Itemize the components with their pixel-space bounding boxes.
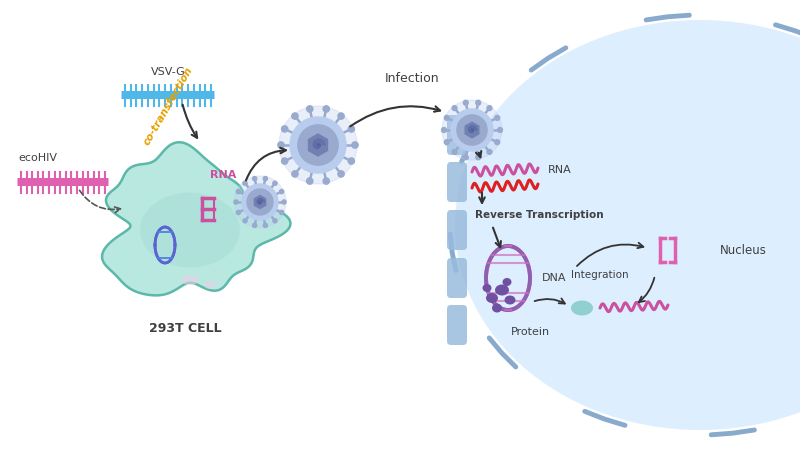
FancyBboxPatch shape (122, 91, 214, 99)
Circle shape (463, 100, 468, 105)
Circle shape (487, 106, 492, 111)
Circle shape (234, 200, 238, 204)
Text: VSV-G: VSV-G (150, 67, 186, 77)
FancyBboxPatch shape (18, 178, 109, 186)
Circle shape (242, 184, 278, 220)
Circle shape (338, 113, 344, 119)
Circle shape (263, 223, 267, 228)
Circle shape (247, 189, 273, 215)
Circle shape (236, 189, 241, 194)
Ellipse shape (455, 20, 800, 430)
Circle shape (452, 149, 457, 154)
Circle shape (306, 178, 313, 184)
Circle shape (263, 176, 267, 181)
Circle shape (243, 181, 247, 185)
Circle shape (348, 158, 354, 164)
Ellipse shape (502, 278, 511, 286)
Circle shape (451, 109, 493, 151)
FancyBboxPatch shape (447, 258, 467, 298)
Text: Protein: Protein (510, 327, 550, 337)
FancyBboxPatch shape (447, 305, 467, 345)
Circle shape (476, 155, 481, 160)
Ellipse shape (482, 284, 491, 292)
Circle shape (476, 100, 481, 105)
Text: 293T CELL: 293T CELL (149, 321, 222, 334)
Text: RNA: RNA (548, 165, 572, 175)
Circle shape (306, 106, 313, 112)
Circle shape (444, 140, 450, 144)
Circle shape (298, 125, 338, 165)
Circle shape (452, 106, 457, 111)
Ellipse shape (486, 293, 498, 303)
Polygon shape (307, 132, 329, 157)
Circle shape (442, 100, 502, 160)
Text: Reverse Transcription: Reverse Transcription (475, 210, 604, 220)
Ellipse shape (495, 284, 509, 296)
Circle shape (352, 142, 358, 148)
Circle shape (253, 223, 257, 228)
Circle shape (278, 142, 284, 148)
Circle shape (282, 158, 288, 164)
FancyBboxPatch shape (447, 162, 467, 202)
Ellipse shape (140, 193, 240, 267)
Circle shape (273, 219, 277, 223)
Circle shape (444, 115, 450, 120)
Text: DNA: DNA (542, 273, 566, 283)
Ellipse shape (571, 301, 593, 315)
FancyBboxPatch shape (447, 115, 467, 155)
Text: co-transfection: co-transfection (142, 65, 195, 147)
Circle shape (279, 106, 357, 184)
Circle shape (292, 171, 298, 177)
Circle shape (348, 126, 354, 132)
Circle shape (487, 149, 492, 154)
Circle shape (279, 210, 284, 215)
FancyBboxPatch shape (447, 210, 467, 250)
Polygon shape (102, 142, 290, 295)
Circle shape (236, 210, 241, 215)
Circle shape (323, 178, 330, 184)
Circle shape (243, 219, 247, 223)
Circle shape (290, 117, 346, 173)
Circle shape (273, 181, 277, 185)
Circle shape (234, 176, 286, 228)
Circle shape (282, 126, 288, 132)
Circle shape (338, 171, 344, 177)
Ellipse shape (492, 303, 502, 312)
Polygon shape (253, 194, 267, 210)
Polygon shape (464, 121, 480, 140)
Circle shape (282, 200, 286, 204)
Circle shape (494, 140, 500, 144)
Circle shape (253, 176, 257, 181)
Text: Infection: Infection (385, 72, 439, 85)
Text: Nucleus: Nucleus (720, 243, 767, 256)
Circle shape (442, 127, 446, 132)
Circle shape (463, 155, 468, 160)
Text: ecoHIV: ecoHIV (18, 153, 57, 163)
Text: RNA: RNA (210, 170, 236, 180)
Circle shape (457, 115, 487, 145)
Text: Integration: Integration (571, 270, 629, 280)
Circle shape (498, 127, 502, 132)
Circle shape (292, 113, 298, 119)
Circle shape (494, 115, 500, 120)
Ellipse shape (505, 296, 515, 305)
Circle shape (323, 106, 330, 112)
Circle shape (279, 189, 284, 194)
Ellipse shape (181, 275, 199, 285)
Ellipse shape (204, 281, 216, 289)
